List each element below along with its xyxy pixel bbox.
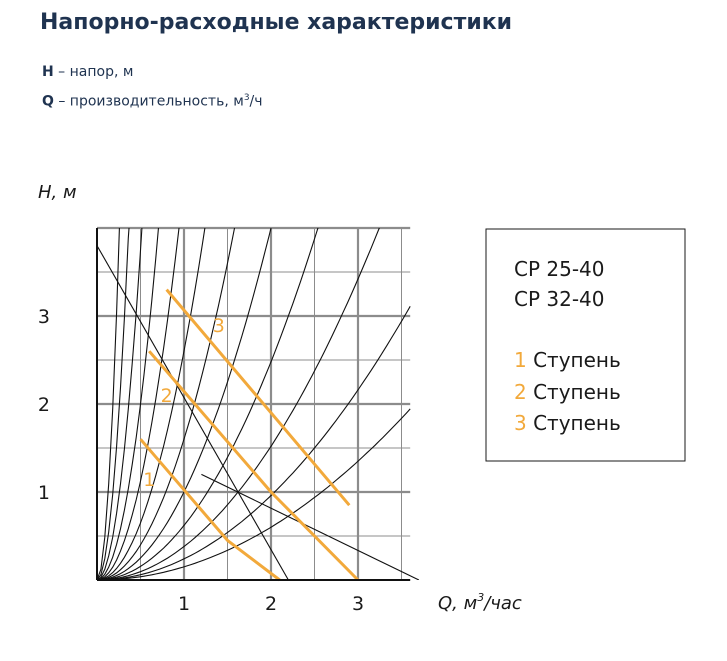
system-curve <box>97 408 411 580</box>
legend-flow-text: – производительность, м <box>53 93 244 110</box>
stage-curve-label-3: 3 <box>213 315 225 337</box>
y-tick-label: 2 <box>38 394 50 416</box>
legend-stage-1: 1 Ступень <box>514 348 621 372</box>
legend-stage-1-num: 1 <box>514 348 527 372</box>
legend-flow-line: Q – производительность, м3/ч <box>42 93 263 110</box>
legend-stage-3-num: 3 <box>514 411 527 435</box>
pump-curves: 1 2 3 <box>139 288 360 582</box>
system-curve <box>97 228 143 580</box>
tick-labels: 1 2 3 1 2 3 <box>38 306 364 615</box>
legend-stage-2: 2 Ступень <box>514 380 621 404</box>
legend-stage-3-text: Ступень <box>527 411 621 435</box>
stage-curve-1 <box>139 438 281 582</box>
chart-axes <box>96 228 411 581</box>
system-curve <box>97 228 130 580</box>
legend-head-text: – напор, м <box>53 64 134 80</box>
system-curve <box>97 306 411 580</box>
legend-stage-2-num: 2 <box>514 380 527 404</box>
stage-curve-2 <box>148 350 360 582</box>
stage-curve-label-2: 2 <box>161 385 173 407</box>
stage-curve-label-1: 1 <box>143 469 155 491</box>
x-axis-label-prefix: Q, м <box>438 593 477 614</box>
x-axis-label-suffix: /час <box>482 593 522 614</box>
y-axis-label: H, м <box>38 182 77 203</box>
system-curve <box>97 228 380 580</box>
system-curve <box>97 228 206 580</box>
x-axis-label: Q, м3/час <box>438 591 522 614</box>
system-curve <box>97 228 160 580</box>
legend-flow-suffix: /ч <box>249 93 263 110</box>
y-tick-label: 3 <box>38 306 50 328</box>
legend-stage-3: 3 Ступень <box>514 411 621 435</box>
system-curves <box>97 228 420 580</box>
legend-stage-2-text: Ступень <box>527 380 621 404</box>
legend-model-1: CP 25-40 <box>514 257 605 281</box>
system-curve <box>97 228 120 580</box>
descending-line <box>201 473 420 580</box>
system-curve <box>97 228 272 580</box>
y-tick-label: 1 <box>38 482 50 504</box>
stage-curve-3 <box>165 288 351 507</box>
legend-model-2: CP 32-40 <box>514 287 605 311</box>
descending-line <box>97 245 289 580</box>
system-curve <box>97 228 180 580</box>
legend-head-symbol: H <box>42 64 54 80</box>
legend-flow-sup: 3 <box>243 93 250 103</box>
x-tick-label: 2 <box>265 593 277 615</box>
model-legend-box: CP 25-40 CP 32-40 1 Ступень 2 Ступень 3 … <box>485 228 686 462</box>
legend-head-line: H – напор, м <box>42 64 133 80</box>
x-tick-label: 1 <box>178 593 190 615</box>
chart-grid <box>97 226 411 580</box>
x-axis-label-sup: 3 <box>477 591 484 604</box>
page-title: Напорно-расходные характеристики <box>40 10 513 35</box>
x-tick-label: 3 <box>352 593 364 615</box>
legend-flow-symbol: Q <box>42 93 54 110</box>
legend-box-frame <box>485 228 686 462</box>
legend-stage-1-text: Ступень <box>527 348 621 372</box>
